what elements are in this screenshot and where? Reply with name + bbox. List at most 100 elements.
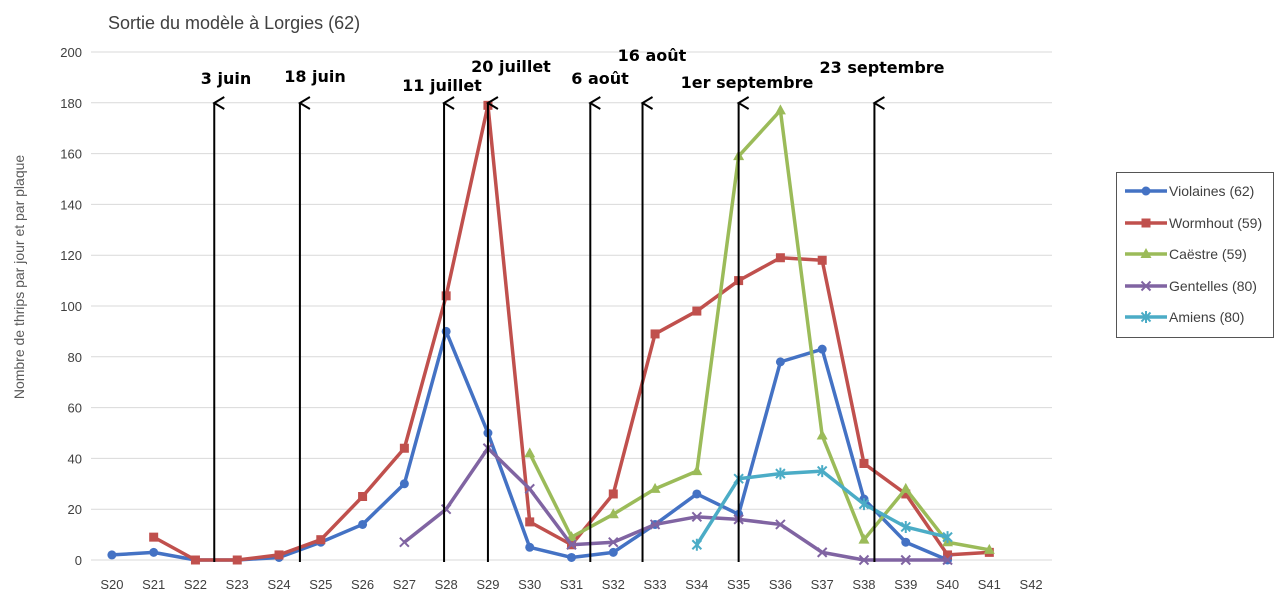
data-point (190, 555, 200, 565)
data-point (775, 519, 786, 530)
y-axis-ticks: 0 20 40 60 80 100 120 140 160 180 200 (60, 45, 82, 568)
data-point (358, 519, 368, 529)
x-tick-label: S41 (978, 577, 1001, 592)
legend-swatch (1125, 311, 1167, 323)
annotation-label: 23 septembre (819, 58, 944, 77)
annotation-label: 1er septembre (681, 73, 814, 92)
series-amiens (691, 465, 953, 551)
x-tick-label: S35 (727, 577, 750, 592)
x-tick-label: S24 (267, 577, 290, 592)
data-point (1140, 311, 1152, 323)
data-point (817, 344, 827, 354)
y-axis-title: Nombre de thrips par jour et par plaque (11, 155, 27, 400)
legend-label: Violaines (62) (1169, 183, 1255, 199)
legend-item: Violaines (62) (1123, 181, 1273, 201)
legend-item: Amiens (80) (1123, 307, 1273, 327)
data-point (900, 554, 911, 566)
x-tick-label: S32 (602, 577, 625, 592)
data-point (232, 555, 242, 565)
data-point (1141, 186, 1151, 196)
data-point (149, 547, 159, 557)
data-point (900, 520, 911, 533)
data-point (901, 489, 911, 499)
y-tick-label: 60 (68, 401, 82, 416)
x-tick-label: S31 (560, 577, 583, 592)
series-line (152, 103, 990, 562)
data-point (901, 537, 911, 547)
data-point (858, 498, 870, 511)
x-tick-label: S20 (100, 577, 123, 592)
data-point (399, 443, 409, 453)
data-point (107, 550, 117, 560)
x-tick-label: S29 (476, 577, 499, 592)
data-point (607, 508, 619, 519)
data-point (399, 537, 410, 548)
series-group (107, 100, 995, 566)
data-point (1140, 248, 1152, 258)
legend-item: Gentelles (80) (1123, 276, 1273, 296)
data-point (775, 467, 786, 480)
y-tick-label: 200 (60, 45, 82, 60)
data-point (816, 465, 828, 478)
data-point (441, 291, 451, 301)
legend-label: Wormhout (59) (1169, 214, 1263, 231)
legend: Violaines (62) Wormhout (59) Caëstre (59) G… (1116, 172, 1274, 338)
series-line (528, 108, 990, 552)
data-point (316, 535, 326, 545)
gridlines (91, 51, 1052, 561)
x-tick-label: S25 (309, 577, 332, 592)
data-point (274, 550, 284, 560)
chart-title: Sortie du modèle à Lorgies (62) (108, 13, 360, 33)
data-point (149, 532, 159, 542)
legend-swatch (1125, 248, 1167, 258)
data-point (817, 255, 827, 265)
y-tick-label: 20 (68, 502, 82, 517)
x-tick-label: S33 (643, 577, 666, 592)
data-point (1141, 218, 1151, 227)
legend-label: Gentelles (80) (1169, 277, 1257, 294)
data-point (816, 429, 828, 440)
y-tick-label: 180 (60, 96, 82, 111)
x-tick-label: S22 (184, 577, 207, 592)
data-point (441, 326, 451, 336)
data-point (900, 482, 912, 493)
legend-swatch (1125, 280, 1167, 291)
y-tick-label: 0 (75, 553, 82, 568)
data-point (358, 492, 368, 501)
data-point (692, 489, 702, 499)
annotation-label: 3 juin (201, 69, 251, 88)
data-point (566, 539, 577, 550)
x-tick-label: S34 (685, 577, 708, 592)
x-tick-label: S23 (226, 577, 249, 592)
data-point (942, 554, 953, 566)
data-point (608, 547, 618, 557)
data-point (524, 447, 536, 458)
y-tick-label: 120 (60, 248, 82, 263)
data-point (774, 104, 786, 115)
x-tick-label: S39 (894, 577, 917, 592)
data-point (608, 537, 619, 548)
data-point (525, 517, 535, 527)
data-point (691, 538, 703, 551)
y-tick-label: 140 (60, 197, 82, 212)
y-tick-label: 100 (60, 299, 82, 314)
annotation-label: 20 juillet (471, 57, 551, 76)
data-point (399, 479, 409, 489)
data-point (859, 458, 869, 468)
y-tick-label: 160 (60, 147, 82, 162)
x-tick-label: S36 (769, 577, 792, 592)
data-point (691, 465, 703, 476)
x-tick-label: S37 (811, 577, 834, 592)
series-caëstre (524, 104, 995, 554)
x-tick-label: S21 (142, 577, 165, 592)
legend-swatch (1125, 218, 1167, 227)
x-tick-label: S26 (351, 577, 374, 592)
data-point (858, 554, 870, 566)
annotation-label: 6 août (571, 69, 629, 88)
annotation-label: 11 juillet (402, 76, 482, 95)
legend-swatch (1125, 186, 1167, 196)
data-point (567, 552, 576, 562)
legend-label: Amiens (80) (1169, 309, 1245, 325)
data-point (524, 483, 535, 495)
x-axis-ticks: S20 S21 S22 S23 S24 S25 S26 S27 S28 S29 S30 S31 S32 S… (100, 577, 1042, 592)
